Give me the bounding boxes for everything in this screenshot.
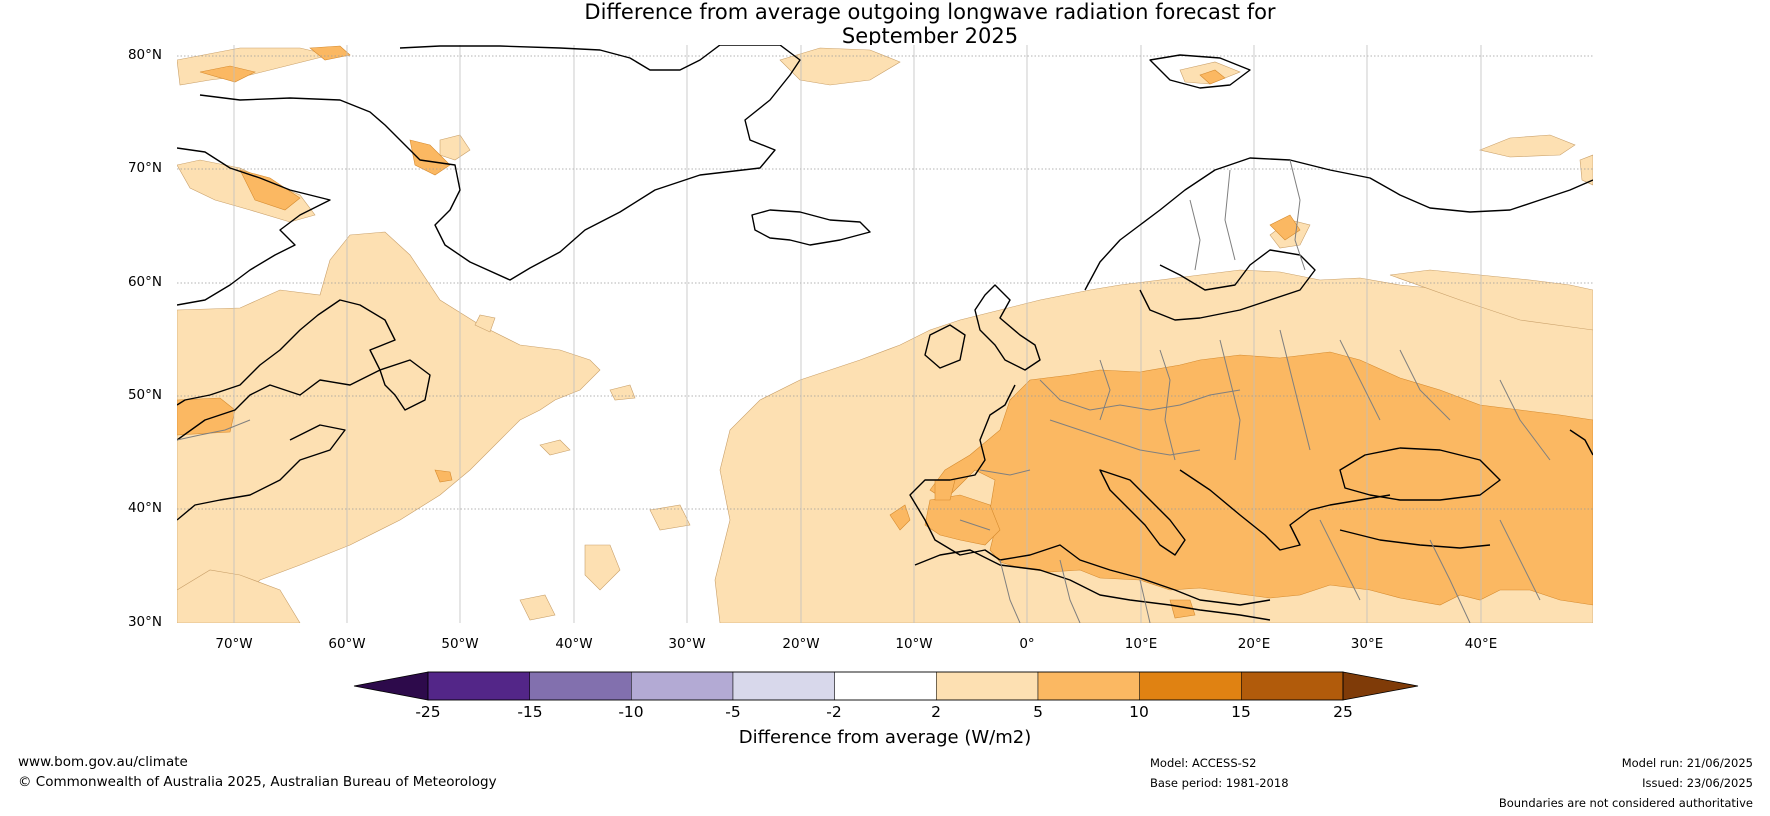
colorbar-tick: 25 — [1333, 703, 1353, 721]
colorbar-bin — [1037, 671, 1140, 701]
svalbard-coast — [1149, 54, 1251, 89]
disclaimer-text: Boundaries are not considered authoritat… — [1498, 796, 1753, 810]
north-africa-coast — [914, 549, 1271, 621]
lon-label-10e: 10°E — [1124, 636, 1158, 652]
colorbar-below-min — [353, 671, 429, 701]
colorbar-tick: 2 — [931, 703, 941, 721]
colorbar-tick: -25 — [415, 703, 441, 721]
caspian-coast — [1569, 429, 1593, 456]
colorbar-tick: -15 — [517, 703, 543, 721]
north-america-coast — [177, 299, 396, 441]
greenland-coast — [199, 45, 801, 281]
anomaly-5-to-10-shading — [177, 45, 1593, 619]
colorbar-bin — [1139, 671, 1242, 701]
colorbar-tick: 10 — [1129, 703, 1149, 721]
colorbar-tick: -2 — [826, 703, 842, 721]
turkey-coast — [1339, 529, 1491, 549]
newfoundland-coast — [379, 359, 431, 411]
britain-coast — [974, 284, 1041, 371]
lat-label-40n: 40°N — [127, 500, 162, 516]
website-link[interactable]: www.bom.gov.au/climate — [18, 754, 188, 770]
colorbar-bin — [631, 671, 734, 701]
colorbar-bin — [427, 671, 530, 701]
lon-label-30e: 30°E — [1350, 636, 1384, 652]
lat-label-50n: 50°N — [127, 387, 162, 403]
graticule — [177, 45, 1593, 623]
colorbar-tick: -10 — [618, 703, 644, 721]
lon-label-40e: 40°E — [1464, 636, 1498, 652]
title-line-2: September 2025 — [841, 24, 1019, 48]
colorbar-tick: 5 — [1033, 703, 1043, 721]
country-borders — [177, 159, 1551, 623]
colorbar-outline — [427, 671, 1344, 701]
colorbar — [353, 671, 1419, 701]
lon-label-60w: 60°W — [328, 636, 366, 652]
lon-label-30w: 30°W — [668, 636, 706, 652]
lat-label-70n: 70°N — [127, 160, 162, 176]
map-plot-area — [177, 45, 1593, 623]
model-text: Model: ACCESS-S2 — [1150, 756, 1257, 770]
lon-label-20w: 20°W — [782, 636, 820, 652]
italy-coast — [1099, 469, 1186, 556]
title-line-1: Difference from average outgoing longwav… — [584, 0, 1276, 24]
scandinavia-coast — [1084, 157, 1593, 291]
iceland-coast — [751, 209, 871, 246]
model-run-text: Model run: 21/06/2025 — [1621, 756, 1753, 770]
colorbar-tick: 15 — [1231, 703, 1251, 721]
colorbar-above-max — [1342, 671, 1419, 701]
lon-label-10w: 10°W — [895, 636, 933, 652]
europe-west-coast — [909, 384, 1271, 606]
lat-label-60n: 60°N — [127, 274, 162, 290]
lon-label-50w: 50°W — [441, 636, 479, 652]
lat-label-30n: 30°N — [127, 614, 162, 630]
colorbar-bin — [936, 671, 1039, 701]
base-period-text: Base period: 1981-2018 — [1150, 776, 1289, 790]
colorbar-bin — [834, 671, 937, 701]
balkans-coast — [1179, 469, 1391, 551]
baffin-coast — [177, 147, 331, 306]
colorbar-title: Difference from average (W/m2) — [738, 727, 1032, 748]
ireland-coast — [924, 324, 966, 369]
colorbar-bin — [732, 671, 835, 701]
black-sea-coast — [1339, 447, 1501, 501]
lon-label-70w: 70°W — [215, 636, 253, 652]
lon-label-40w: 40°W — [555, 636, 593, 652]
colorbar-bin — [529, 671, 632, 701]
lon-label-0: 0° — [1019, 636, 1035, 652]
copyright-text: © Commonwealth of Australia 2025, Austra… — [18, 774, 497, 790]
colorbar-tick: -5 — [725, 703, 741, 721]
lat-label-80n: 80°N — [127, 47, 162, 63]
nova-scotia-coast — [177, 424, 346, 521]
colorbar-bin — [1241, 671, 1344, 701]
baltic-coast — [1139, 249, 1316, 321]
coastlines — [177, 45, 1593, 621]
lon-label-20e: 20°E — [1237, 636, 1271, 652]
issued-text: Issued: 23/06/2025 — [1642, 776, 1753, 790]
colorbar-bins — [427, 671, 1344, 701]
chart-title: Difference from average outgoing longwav… — [0, 0, 1770, 48]
